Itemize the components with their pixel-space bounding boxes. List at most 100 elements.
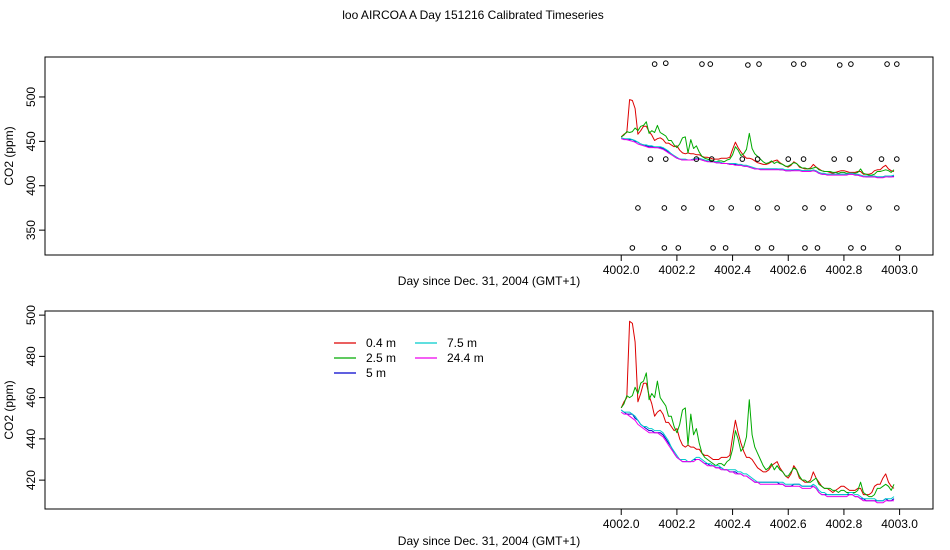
x-tick-label: 4002.6 [770, 263, 807, 277]
top-series-lines [620, 99, 895, 179]
top-x-axis-label: Day since Dec. 31, 2004 (GMT+1) [398, 274, 580, 288]
series-line-5-m [621, 137, 895, 178]
top-panel: Day since Dec. 31, 2004 (GMT+1) CO2 (ppm… [2, 56, 934, 288]
top-y-ticks: 350 400 450 500 [24, 87, 46, 240]
y-tick-label: 350 [24, 220, 38, 240]
marker-point [848, 61, 854, 67]
y-tick-label: 440 [24, 429, 38, 449]
marker-point [884, 61, 890, 67]
legend: 0.4 m2.5 m5 m 7.5 m24.4 m [334, 336, 484, 380]
x-tick-label: 4002.4 [714, 263, 751, 277]
marker-point [878, 156, 885, 162]
marker-point [661, 245, 668, 251]
marker-point [661, 205, 668, 211]
marker-point [710, 245, 716, 251]
y-tick-label: 500 [24, 305, 38, 325]
marker-point [739, 156, 746, 162]
bottom-y-axis-label: CO2 (ppm) [2, 380, 16, 439]
marker-point [629, 245, 636, 251]
marker-point [647, 156, 654, 162]
x-tick-label: 4003.0 [881, 263, 918, 277]
top-x-ticks: 4002.0 4002.2 4002.4 4002.6 4002.8 4003.0 [603, 254, 918, 277]
marker-point [802, 245, 808, 251]
marker-point [866, 205, 872, 211]
marker-point [708, 205, 715, 211]
series-line-24-4-m [620, 411, 894, 504]
marker-point [894, 61, 900, 67]
marker-point [774, 205, 780, 211]
x-tick-label: 4002.4 [714, 517, 751, 531]
marker-point [651, 61, 658, 67]
top-marker-points [629, 60, 902, 251]
bottom-plot-frame [44, 310, 934, 510]
marker-point [675, 245, 682, 251]
series-line-7-5-m [620, 409, 895, 502]
series-line-0-4-m [620, 320, 895, 496]
marker-point [791, 61, 797, 67]
x-tick-label: 4002.8 [826, 263, 863, 277]
bottom-panel: Day since Dec. 31, 2004 (GMT+1) CO2 (ppm… [2, 305, 934, 548]
top-plot-frame [44, 56, 934, 256]
marker-point [708, 156, 715, 162]
series-line-5-m [620, 409, 895, 502]
marker-point [754, 156, 761, 162]
marker-point [846, 156, 853, 162]
marker-point [800, 61, 807, 67]
y-tick-label: 420 [24, 470, 38, 490]
marker-point [831, 156, 837, 162]
marker-point [860, 245, 867, 251]
y-tick-label: 460 [24, 387, 38, 407]
marker-point [785, 156, 792, 162]
series-line-7-5-m [621, 137, 895, 178]
marker-point [662, 156, 669, 162]
legend-label: 5 m [366, 366, 386, 380]
marker-point [848, 245, 854, 251]
marker-point [635, 205, 641, 211]
marker-point [895, 245, 902, 251]
x-tick-label: 4002.0 [603, 263, 640, 277]
marker-point [754, 205, 761, 211]
marker-point [836, 62, 843, 68]
y-tick-label: 480 [24, 346, 38, 366]
y-tick-label: 400 [24, 175, 38, 195]
y-tick-label: 500 [24, 87, 38, 107]
marker-point [699, 61, 705, 67]
bottom-x-axis-label: Day since Dec. 31, 2004 (GMT+1) [398, 534, 580, 548]
marker-point [662, 60, 669, 67]
x-tick-label: 4002.2 [659, 517, 696, 531]
marker-point [800, 156, 807, 162]
marker-point [728, 205, 734, 211]
legend-label: 0.4 m [366, 336, 396, 350]
marker-point [756, 61, 762, 67]
legend-label: 7.5 m [447, 336, 477, 350]
x-tick-label: 4002.6 [770, 517, 807, 531]
y-tick-label: 450 [24, 131, 38, 151]
marker-point [814, 245, 821, 251]
marker-point [745, 62, 751, 68]
bottom-series-lines [620, 320, 895, 504]
bottom-y-ticks: 420 440 460 480 500 [24, 305, 46, 490]
series-line-0-4-m [620, 99, 895, 175]
marker-point [681, 205, 687, 211]
marker-point [820, 205, 826, 211]
figure-title: loo AIRCOA A Day 151216 Calibrated Times… [342, 8, 603, 22]
marker-point [802, 205, 808, 211]
marker-point [707, 61, 714, 67]
marker-point [693, 156, 700, 162]
legend-label: 2.5 m [366, 351, 396, 365]
x-tick-label: 4002.0 [603, 517, 640, 531]
x-tick-label: 4003.0 [881, 517, 918, 531]
marker-point [754, 245, 761, 251]
bottom-x-ticks: 4002.0 4002.2 4002.4 4002.6 4002.8 4003.0 [603, 508, 918, 531]
marker-point [768, 245, 775, 251]
legend-label: 24.4 m [447, 351, 484, 365]
series-line-2-5-m [620, 372, 895, 498]
marker-point [894, 205, 900, 211]
marker-point [722, 245, 729, 251]
series-line-24-4-m [621, 138, 894, 179]
marker-point [846, 205, 853, 211]
x-tick-label: 4002.2 [659, 263, 696, 277]
x-tick-label: 4002.8 [826, 517, 863, 531]
marker-point [894, 156, 900, 162]
